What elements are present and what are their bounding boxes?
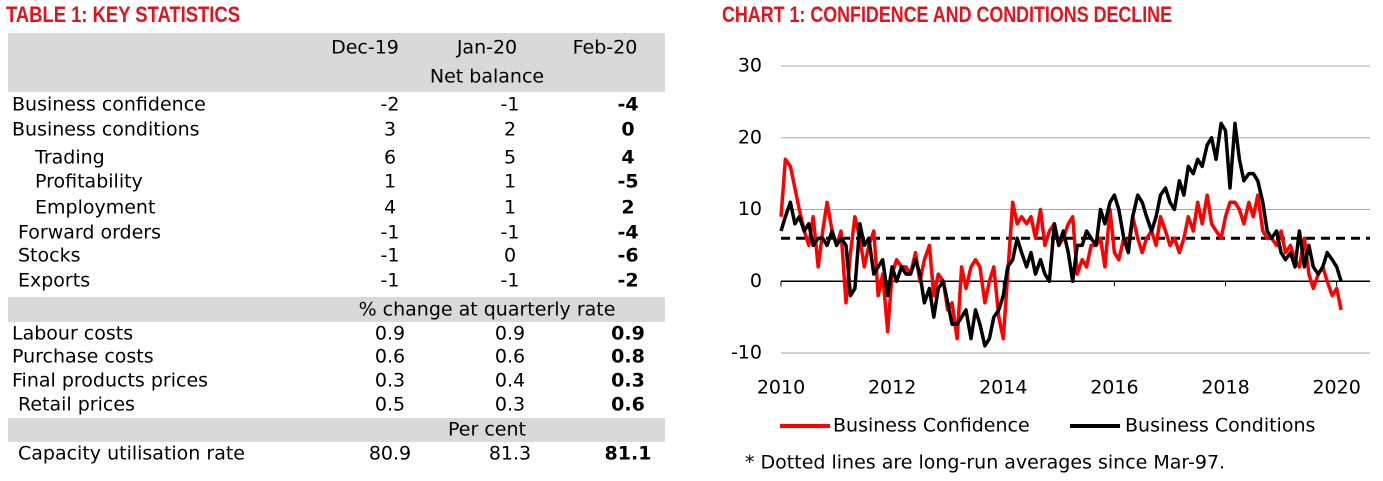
section-heading: Net balance <box>430 66 544 88</box>
column-header: Jan-20 <box>456 37 517 59</box>
cell: 6 <box>384 147 396 169</box>
section-band <box>8 418 665 442</box>
cell: 2 <box>621 197 634 219</box>
row-label: Exports <box>18 270 90 292</box>
row-label: Labour costs <box>12 323 133 345</box>
cell: 1 <box>504 171 516 193</box>
row-label: Profitability <box>35 171 143 193</box>
cell: 0 <box>621 119 634 141</box>
cell: 0.6 <box>375 346 405 368</box>
cell: 0.6 <box>611 394 645 416</box>
cell: -4 <box>617 222 638 244</box>
chart-note: * Dotted lines are long-run averages sin… <box>745 452 1225 474</box>
cell: 2 <box>504 119 516 141</box>
x-tick-label: 2016 <box>1090 377 1138 399</box>
cell: -2 <box>381 94 400 116</box>
cell: 0.9 <box>375 323 405 345</box>
row-label: Final products prices <box>12 370 208 392</box>
section-band <box>8 297 665 322</box>
x-tick-label: 2014 <box>979 377 1027 399</box>
cell: 0.6 <box>495 346 525 368</box>
table-title: TABLE 1: KEY STATISTICS <box>6 2 240 27</box>
cell: -1 <box>381 222 400 244</box>
cell: 0.3 <box>375 370 405 392</box>
cell: 4 <box>384 197 396 219</box>
cell: 0.5 <box>375 394 405 416</box>
section-band <box>8 33 665 92</box>
row-label: Retail prices <box>18 394 135 416</box>
y-tick-label: 30 <box>738 55 762 77</box>
row-label: Purchase costs <box>12 346 154 368</box>
cell: 3 <box>384 119 396 141</box>
x-tick-label: 2020 <box>1312 377 1360 399</box>
cell: 5 <box>504 147 516 169</box>
x-tick-label: 2018 <box>1201 377 1249 399</box>
cell: -2 <box>617 270 638 292</box>
section-heading: Per cent <box>448 419 526 441</box>
cell: -1 <box>381 270 400 292</box>
cell: -6 <box>617 245 638 267</box>
series-line <box>779 121 1343 348</box>
row-label: Forward orders <box>18 222 161 244</box>
column-header: Dec-19 <box>331 37 399 59</box>
chart-title: CHART 1: CONFIDENCE AND CONDITIONS DECLI… <box>722 2 1172 27</box>
cell: 1 <box>504 197 516 219</box>
cell: 81.1 <box>605 443 652 465</box>
y-tick-label: 10 <box>738 198 762 220</box>
cell: 0.3 <box>611 370 645 392</box>
cell: 0.9 <box>495 323 525 345</box>
cell: 4 <box>621 147 634 169</box>
series-line <box>779 157 1343 341</box>
row-label: Capacity utilisation rate <box>18 443 245 465</box>
column-header: Feb-20 <box>573 37 638 59</box>
y-tick-label: -10 <box>731 342 762 364</box>
cell: -5 <box>617 171 638 193</box>
cell: 0.3 <box>495 394 525 416</box>
cell: -4 <box>617 94 638 116</box>
y-tick-label: 20 <box>738 126 762 148</box>
legend-label: Business Confidence <box>833 415 1030 437</box>
cell: 0.9 <box>611 323 645 345</box>
row-label: Business confidence <box>12 94 206 116</box>
cell: -1 <box>501 94 520 116</box>
row-label: Trading <box>34 147 105 169</box>
cell: -1 <box>501 222 520 244</box>
row-label: Stocks <box>18 245 80 267</box>
cell: -1 <box>501 270 520 292</box>
cell: 80.9 <box>369 443 411 465</box>
cell: 0.4 <box>495 370 525 392</box>
cell: -1 <box>381 245 400 267</box>
y-tick-label: 0 <box>750 270 762 292</box>
section-heading: % change at quarterly rate <box>359 299 616 321</box>
x-tick-label: 2010 <box>757 377 805 399</box>
cell: 0 <box>504 245 516 267</box>
row-label: Business conditions <box>12 119 200 141</box>
row-label: Employment <box>35 197 155 219</box>
cell: 81.3 <box>489 443 531 465</box>
cell: 1 <box>384 171 396 193</box>
legend-label: Business Conditions <box>1125 415 1315 437</box>
cell: 0.8 <box>611 346 645 368</box>
x-tick-label: 2012 <box>868 377 916 399</box>
